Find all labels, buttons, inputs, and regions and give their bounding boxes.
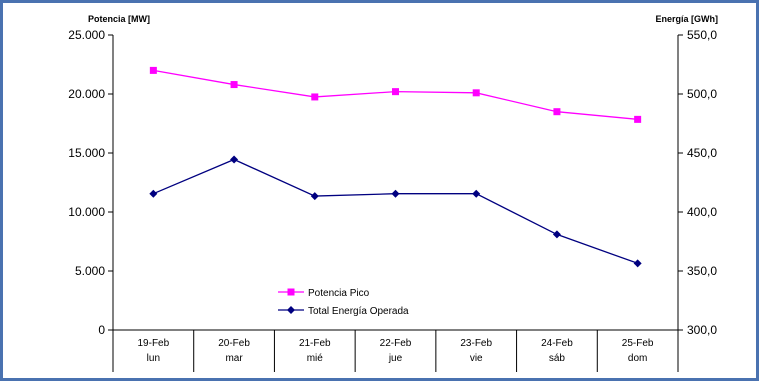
series-point-2 (552, 230, 561, 239)
series-point-2 (310, 192, 319, 201)
series-point-1 (472, 89, 480, 97)
left-tick-label: 15.000 (68, 146, 105, 160)
x-category-date: 20-Feb (218, 338, 250, 349)
x-category-day: mié (307, 353, 324, 364)
right-tick-label: 500,0 (687, 87, 717, 101)
series-point-2 (472, 189, 481, 198)
x-category-date: 25-Feb (622, 338, 654, 349)
left-tick-label: 25.000 (68, 28, 105, 42)
left-axis-title: Potencia [MW] (88, 14, 150, 24)
left-tick-label: 10.000 (68, 205, 105, 219)
series-layer (149, 66, 642, 268)
x-category-date: 19-Feb (138, 338, 170, 349)
x-category-day: dom (628, 353, 647, 364)
left-tick-label: 20.000 (68, 87, 105, 101)
series-line-2 (153, 158, 638, 264)
x-category-day: jue (388, 353, 403, 364)
x-category-date: 23-Feb (460, 338, 492, 349)
x-category-date: 22-Feb (380, 338, 412, 349)
series-point-2 (633, 259, 642, 268)
legend-marker (287, 306, 295, 314)
right-axis-title: Energía [GWh] (656, 14, 719, 24)
right-tick-label: 400,0 (687, 205, 717, 219)
x-axis: 19-Feb lun 20-Feb mar 21-Feb mié 22-Feb jue 23-F… (112, 329, 679, 372)
x-category-date: 24-Feb (541, 338, 573, 349)
series-point-1 (149, 66, 157, 74)
right-tick-label: 300,0 (687, 323, 717, 337)
legend: Potencia Pico Total Energía Operada (278, 288, 409, 317)
legend-label: Potencia Pico (308, 288, 370, 299)
right-y-axis: 300,0 350,0 400,0 450,0 500,0 550,0 (677, 28, 717, 337)
left-tick-label: 5.000 (75, 264, 105, 278)
left-tick-label: 0 (98, 323, 105, 337)
series-point-1 (311, 93, 319, 101)
x-category-day: lun (147, 353, 160, 364)
series-point-1 (553, 108, 561, 116)
series-point-1 (230, 81, 238, 89)
x-category-day: sáb (549, 353, 566, 364)
left-y-axis: 0 5.000 10.000 15.000 20.000 25.000 (68, 28, 114, 337)
right-tick-label: 550,0 (687, 28, 717, 42)
series-point-2 (149, 189, 158, 198)
right-tick-label: 450,0 (687, 146, 717, 160)
legend-label: Total Energía Operada (308, 306, 409, 317)
right-tick-label: 350,0 (687, 264, 717, 278)
x-category-date: 21-Feb (299, 338, 331, 349)
x-category-day: vie (470, 353, 483, 364)
series-point-2 (230, 155, 239, 164)
x-category-day: mar (225, 353, 243, 364)
series-point-2 (391, 189, 400, 198)
legend-marker (287, 288, 295, 296)
series-point-1 (392, 88, 399, 96)
series-point-1 (634, 115, 642, 123)
